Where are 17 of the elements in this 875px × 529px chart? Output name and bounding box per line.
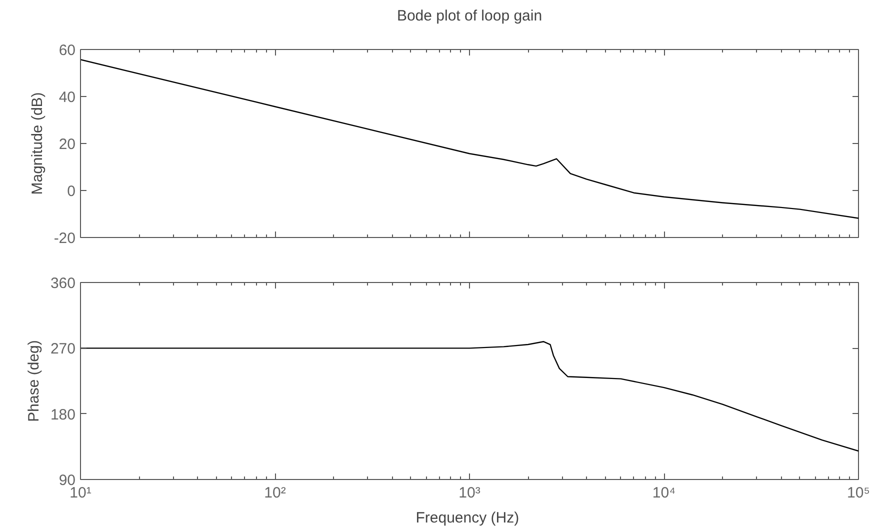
y-axis-title: Phase (deg) (25, 340, 42, 422)
chart-title: Bode plot of loop gain (396, 8, 542, 24)
y-tick-label: 360 (50, 275, 76, 292)
x-axis-title: Frequency (Hz) (416, 510, 520, 526)
y-tick-label: 60 (58, 42, 76, 59)
y-axis-title: Magnitude (dB) (28, 92, 46, 195)
x-tick-label: 10² (264, 484, 286, 502)
x-tick-label: 10⁴ (652, 484, 676, 502)
y-tick-label: 0 (67, 183, 76, 200)
y-tick-label: 270 (50, 340, 76, 358)
y-tick-label: 180 (50, 406, 76, 424)
y-tick-label: -20 (54, 230, 76, 247)
x-tick-label: 10³ (458, 484, 480, 502)
y-tick-label: 20 (58, 136, 76, 153)
y-tick-label: 40 (58, 89, 76, 106)
x-tick-label: 10⁵ (847, 484, 870, 502)
x-tick-label: 10¹ (70, 484, 92, 502)
